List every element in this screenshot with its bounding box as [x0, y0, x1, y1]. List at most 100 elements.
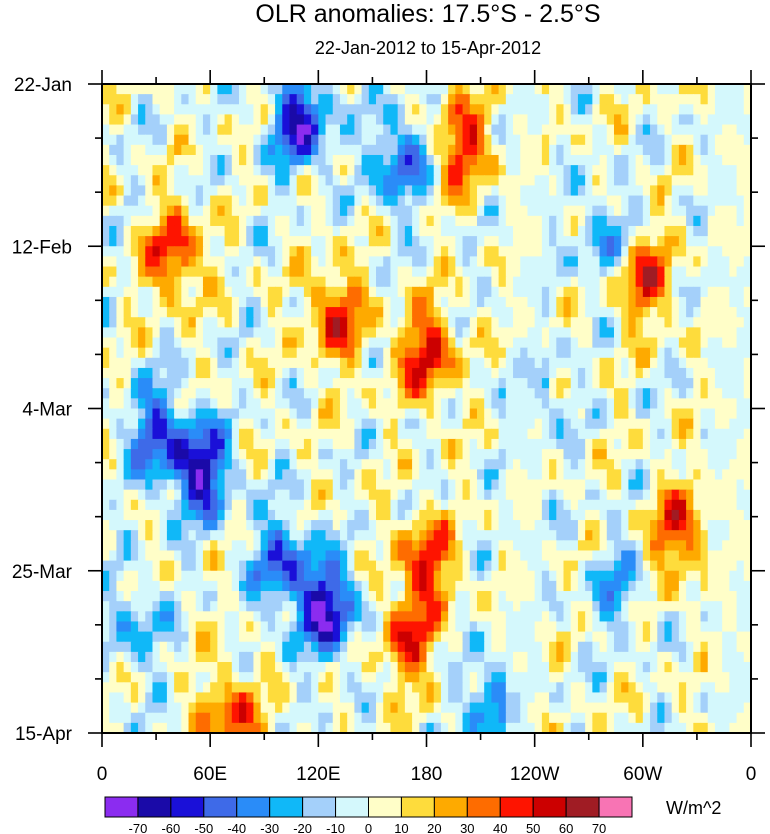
heatmap-cell — [628, 428, 637, 440]
heatmap-cell — [592, 520, 601, 531]
heatmap-cell — [570, 520, 579, 531]
heatmap-cell — [166, 185, 175, 197]
heatmap-cell — [282, 509, 291, 521]
heatmap-cell — [260, 104, 269, 116]
heatmap-cell — [476, 307, 485, 318]
heatmap-cell — [239, 388, 247, 399]
heatmap-cell — [628, 388, 637, 399]
heatmap-cell — [325, 388, 334, 399]
heatmap-cell — [686, 469, 694, 481]
heatmap-cell — [145, 327, 154, 339]
heatmap-cell — [311, 550, 319, 562]
heatmap-cell — [412, 327, 420, 339]
heatmap-cell — [592, 195, 601, 207]
heatmap-cell — [736, 367, 745, 379]
heatmap-cell — [368, 449, 377, 460]
heatmap-cell — [166, 94, 175, 105]
heatmap-cell — [549, 367, 557, 379]
heatmap-cell — [325, 469, 334, 481]
heatmap-cell — [534, 580, 543, 592]
heatmap-cell — [664, 327, 673, 339]
heatmap-cell — [491, 499, 500, 511]
heatmap-cell — [585, 215, 593, 227]
heatmap-cell — [513, 479, 521, 491]
heatmap-cell — [440, 215, 449, 227]
heatmap-cell — [361, 94, 370, 105]
heatmap-cell — [570, 114, 579, 126]
heatmap-cell — [556, 286, 565, 298]
heatmap-cell — [253, 256, 262, 268]
heatmap-cell — [260, 124, 269, 136]
heatmap-cell — [404, 144, 413, 156]
heatmap-cell — [563, 154, 572, 166]
heatmap-cell — [123, 418, 132, 430]
heatmap-cell — [412, 540, 420, 552]
heatmap-cell — [181, 499, 190, 511]
heatmap-cell — [671, 327, 680, 339]
heatmap-cell — [650, 165, 658, 176]
heatmap-cell — [390, 499, 399, 511]
heatmap-cell — [202, 398, 211, 410]
heatmap-cell — [181, 631, 190, 643]
heatmap-cell — [397, 520, 406, 531]
heatmap-cell — [664, 540, 673, 552]
heatmap-cell — [484, 307, 492, 318]
heatmap-cell — [650, 94, 658, 105]
heatmap-cell — [311, 357, 319, 369]
heatmap-cell — [311, 378, 319, 389]
heatmap-cell — [527, 84, 536, 95]
heatmap-cell — [664, 296, 673, 308]
heatmap-cell — [181, 469, 190, 481]
heatmap-cell — [311, 114, 319, 126]
heatmap-cell — [513, 580, 521, 592]
heatmap-cell — [440, 317, 449, 328]
heatmap-cell — [195, 307, 204, 318]
heatmap-cell — [642, 621, 651, 633]
heatmap-cell — [635, 367, 644, 379]
heatmap-cell — [556, 367, 565, 379]
heatmap-cell — [513, 165, 521, 176]
heatmap-cell — [527, 489, 536, 501]
heatmap-cell — [520, 104, 529, 116]
heatmap-cell — [498, 367, 507, 379]
heatmap-cell — [599, 428, 608, 440]
heatmap-cell — [376, 641, 384, 653]
heatmap-cell — [332, 479, 341, 491]
heatmap-cell — [469, 459, 478, 470]
heatmap-cell — [469, 611, 478, 623]
heatmap-cell — [419, 580, 428, 592]
heatmap-cell — [404, 580, 413, 592]
heatmap-cell — [556, 327, 565, 339]
heatmap-cell — [152, 246, 161, 257]
heatmap-cell — [469, 225, 478, 237]
heatmap-cell — [296, 327, 305, 339]
heatmap-cell — [210, 550, 218, 562]
heatmap-cell — [332, 266, 341, 278]
heatmap-cell — [311, 641, 319, 653]
heatmap-cell — [210, 286, 218, 298]
heatmap-cell — [231, 114, 240, 126]
heatmap-cell — [289, 317, 298, 328]
heatmap-cell — [397, 114, 406, 126]
heatmap-cell — [462, 347, 471, 359]
heatmap-cell — [556, 215, 565, 227]
heatmap-cell — [202, 530, 211, 541]
heatmap-cell — [296, 307, 305, 318]
heatmap-cell — [585, 337, 593, 349]
heatmap-cell — [657, 357, 666, 369]
heatmap-cell — [383, 591, 392, 602]
heatmap-cell — [426, 631, 435, 643]
heatmap-cell — [577, 388, 586, 399]
heatmap-cell — [159, 347, 168, 359]
heatmap-cell — [592, 550, 601, 562]
heatmap-cell — [700, 154, 709, 166]
heatmap-cell — [145, 601, 154, 612]
heatmap-cell — [224, 225, 233, 237]
heatmap-cell — [397, 266, 406, 278]
heatmap-cell — [361, 266, 370, 278]
heatmap-cell — [448, 114, 456, 126]
heatmap-cell — [484, 580, 492, 592]
heatmap-cell — [635, 378, 644, 389]
heatmap-cell — [246, 378, 255, 389]
heatmap-cell — [686, 621, 694, 633]
